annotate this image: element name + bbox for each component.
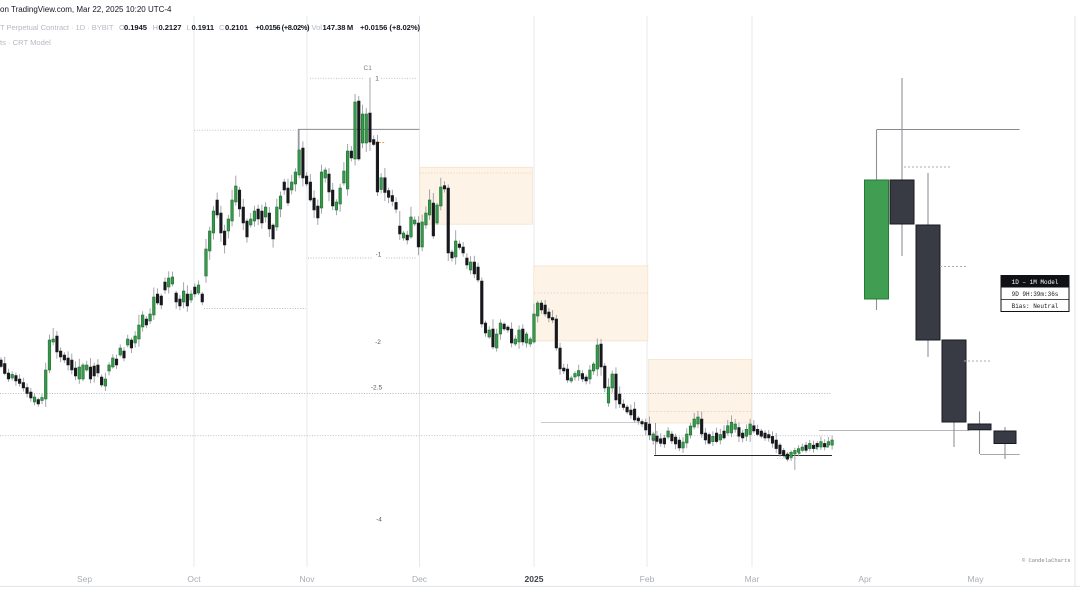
svg-text:-1: -1: [376, 252, 382, 259]
svg-text:May: May: [967, 574, 984, 584]
svg-text:9D 9H:39m:36s: 9D 9H:39m:36s: [1012, 291, 1059, 298]
svg-text:Mar: Mar: [745, 574, 760, 584]
svg-text:Dec: Dec: [412, 574, 428, 584]
svg-text:C1: C1: [364, 65, 373, 72]
svg-text:Apr: Apr: [858, 574, 871, 584]
svg-text:Nov: Nov: [299, 574, 315, 584]
svg-text:-2.5: -2.5: [371, 385, 383, 392]
svg-text:1D – 1M Model: 1D – 1M Model: [1012, 279, 1059, 286]
svg-text:© CandelaCharts: © CandelaCharts: [1022, 557, 1071, 564]
svg-text:2025: 2025: [525, 574, 544, 584]
svg-text:Oct: Oct: [187, 574, 201, 584]
svg-text:-4: -4: [376, 517, 382, 524]
svg-text:Sep: Sep: [77, 574, 92, 584]
svg-text:1: 1: [375, 76, 379, 83]
svg-text:-2: -2: [375, 339, 381, 346]
svg-text:Bias: Neutral: Bias: Neutral: [1012, 303, 1059, 310]
svg-text:Feb: Feb: [640, 574, 655, 584]
